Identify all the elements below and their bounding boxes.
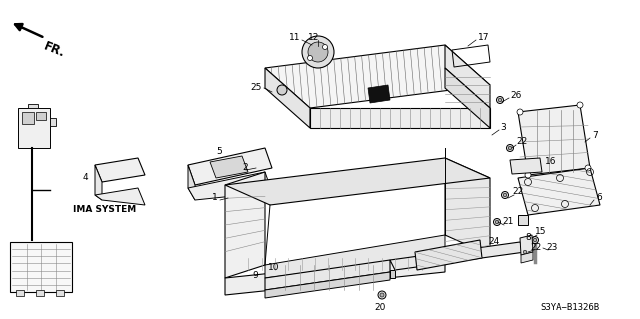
Polygon shape <box>10 242 72 292</box>
Text: 6: 6 <box>596 194 602 203</box>
Circle shape <box>525 172 531 178</box>
Polygon shape <box>518 168 600 215</box>
Polygon shape <box>56 290 64 296</box>
Text: 25: 25 <box>251 84 262 93</box>
Text: 10: 10 <box>268 263 280 272</box>
Polygon shape <box>95 158 145 182</box>
Circle shape <box>308 42 328 62</box>
Circle shape <box>307 56 312 61</box>
Circle shape <box>506 145 513 152</box>
Polygon shape <box>265 260 390 290</box>
Polygon shape <box>445 45 490 108</box>
Circle shape <box>508 146 512 150</box>
Polygon shape <box>188 172 272 200</box>
Text: 26: 26 <box>510 92 522 100</box>
Text: FR.: FR. <box>42 40 67 60</box>
Circle shape <box>323 44 328 49</box>
Text: 22: 22 <box>512 188 524 197</box>
Polygon shape <box>390 270 395 278</box>
Circle shape <box>277 85 287 95</box>
Polygon shape <box>95 188 145 205</box>
Text: IMA SYSTEM: IMA SYSTEM <box>74 205 136 214</box>
Polygon shape <box>510 158 542 174</box>
Bar <box>36 112 46 120</box>
Polygon shape <box>518 105 590 175</box>
Text: 3: 3 <box>500 123 506 132</box>
Circle shape <box>522 249 529 256</box>
Polygon shape <box>210 156 248 178</box>
Text: 8: 8 <box>525 234 531 242</box>
Bar <box>22 112 34 124</box>
Circle shape <box>524 250 527 254</box>
Text: 4: 4 <box>83 174 88 182</box>
Text: 23: 23 <box>546 243 557 253</box>
Circle shape <box>497 97 504 103</box>
Text: 17: 17 <box>478 33 490 42</box>
Circle shape <box>533 238 537 242</box>
Text: 20: 20 <box>374 303 386 313</box>
Circle shape <box>502 191 509 198</box>
Polygon shape <box>50 118 56 126</box>
Text: 22: 22 <box>516 137 527 146</box>
Polygon shape <box>445 158 490 255</box>
Circle shape <box>380 293 384 297</box>
Polygon shape <box>310 108 490 128</box>
Polygon shape <box>415 240 482 270</box>
Circle shape <box>517 109 523 115</box>
Circle shape <box>531 236 538 243</box>
Polygon shape <box>518 215 528 225</box>
Text: 7: 7 <box>592 130 598 139</box>
Circle shape <box>493 219 500 226</box>
Circle shape <box>503 193 507 197</box>
Circle shape <box>302 36 334 68</box>
Polygon shape <box>225 172 265 278</box>
Text: 11: 11 <box>289 33 300 42</box>
Polygon shape <box>225 158 490 205</box>
Polygon shape <box>95 165 102 200</box>
Text: 16: 16 <box>545 158 557 167</box>
Text: 12: 12 <box>308 33 319 42</box>
Text: 24: 24 <box>488 238 499 247</box>
Text: 1: 1 <box>212 194 218 203</box>
Circle shape <box>585 165 591 171</box>
Text: 2: 2 <box>243 164 248 173</box>
Polygon shape <box>18 108 50 148</box>
Text: 21: 21 <box>502 218 513 226</box>
Text: S3YA−B1326B: S3YA−B1326B <box>540 303 600 313</box>
Circle shape <box>499 98 502 102</box>
Circle shape <box>495 220 499 224</box>
Polygon shape <box>390 242 525 270</box>
Polygon shape <box>265 45 490 108</box>
Polygon shape <box>521 252 533 263</box>
Circle shape <box>378 291 386 299</box>
Text: 22: 22 <box>530 243 541 253</box>
Polygon shape <box>445 68 490 128</box>
Text: 9: 9 <box>252 271 258 279</box>
Polygon shape <box>368 85 390 103</box>
Polygon shape <box>225 255 445 295</box>
Polygon shape <box>520 235 533 255</box>
Polygon shape <box>265 68 310 128</box>
Polygon shape <box>265 272 390 298</box>
Circle shape <box>577 102 583 108</box>
Polygon shape <box>16 290 24 296</box>
Polygon shape <box>188 148 272 185</box>
Polygon shape <box>188 165 195 200</box>
Polygon shape <box>28 104 38 108</box>
Polygon shape <box>265 235 445 278</box>
Text: 5: 5 <box>216 147 222 157</box>
Text: 15: 15 <box>535 227 547 236</box>
Polygon shape <box>36 290 44 296</box>
